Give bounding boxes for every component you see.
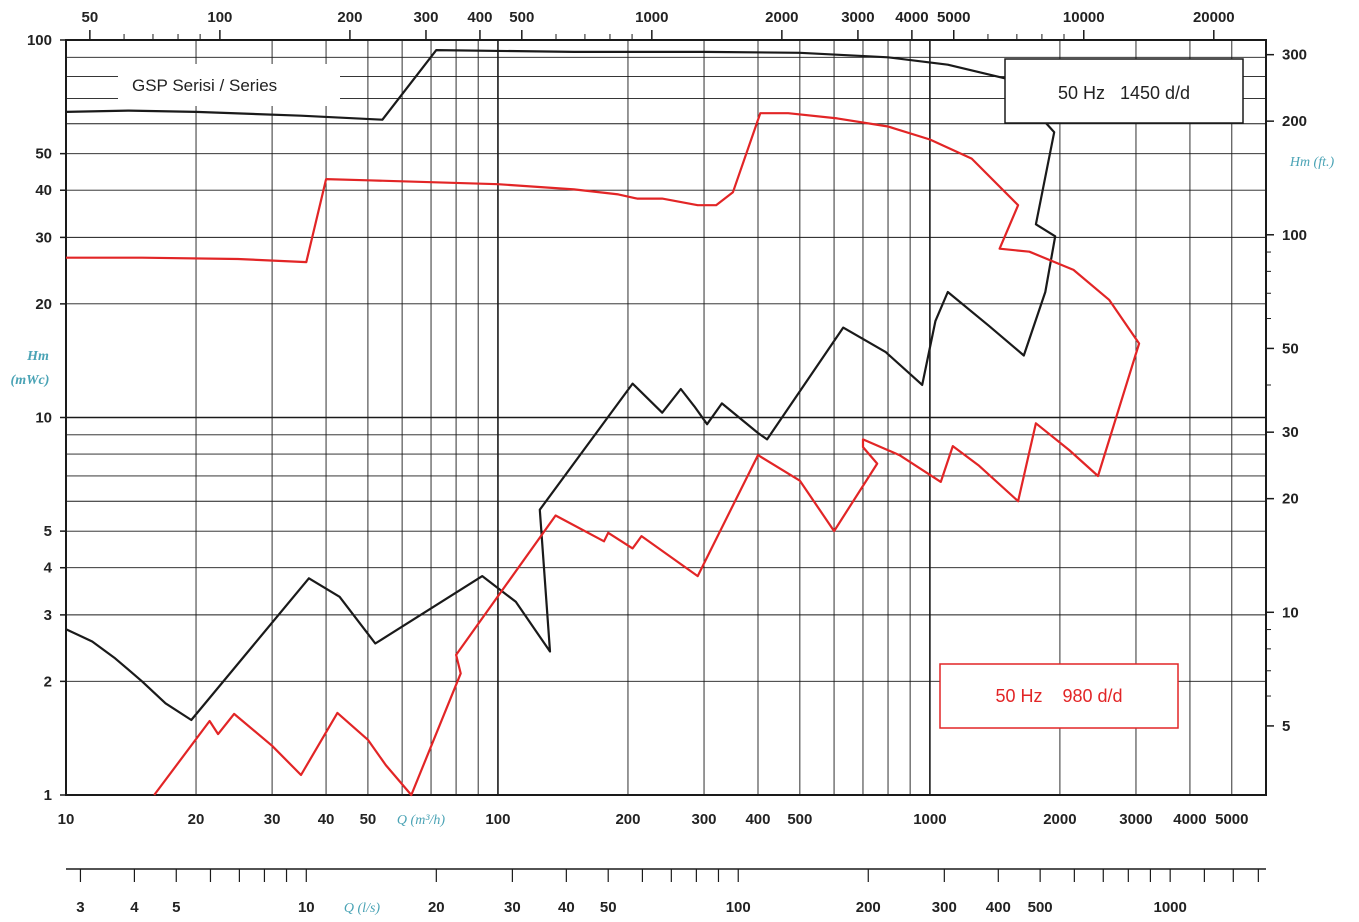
x-tick-label: 50 xyxy=(360,811,377,828)
top-tick-label: 20000 xyxy=(1193,9,1235,26)
top-tick-label: 10000 xyxy=(1063,9,1105,26)
x-axis-label-unit: (m³/h) xyxy=(411,813,446,828)
top-tick-label: 5000 xyxy=(937,9,970,26)
ls-tick-label: 500 xyxy=(1028,899,1053,916)
x-tick-label: 200 xyxy=(615,811,640,828)
x-tick-label: 500 xyxy=(787,811,812,828)
x-tick-label: 20 xyxy=(188,811,205,828)
top-tick-label: 400 xyxy=(467,9,492,26)
x-axis-label-q: Q xyxy=(397,813,407,828)
x-tick-label: 10 xyxy=(58,811,75,828)
legend-label-980: 50 Hz 980 d/d xyxy=(995,686,1122,706)
tick-labels: 1 2 3 4 5 10 20 30 40 50 100 10 20 30 40 50 100 200 300 400… xyxy=(27,9,1307,828)
ls-tick-label: 100 xyxy=(726,899,751,916)
y-tick-label: 100 xyxy=(27,32,52,49)
x-tick-label: 30 xyxy=(264,811,281,828)
x-tick-label: 2000 xyxy=(1043,811,1076,828)
x-axis-label-m3h: Q (m³/h) xyxy=(397,813,445,828)
x-tick-label: 100 xyxy=(485,811,510,828)
ls-tick-label: 20 xyxy=(428,899,445,916)
y-tick-label: 3 xyxy=(44,607,52,624)
x-tick-label: 40 xyxy=(318,811,335,828)
x-tick-label: 5000 xyxy=(1215,811,1248,828)
legend-box-980 xyxy=(939,663,1179,729)
right-tick-label: 300 xyxy=(1282,47,1307,64)
x-tick-label: 400 xyxy=(745,811,770,828)
y-tick-label: 2 xyxy=(44,673,52,690)
curves xyxy=(65,49,1141,797)
right-tick-label: 10 xyxy=(1282,604,1299,621)
legend-box-1450 xyxy=(1004,58,1244,124)
y-tick-label: 5 xyxy=(44,523,52,540)
ls-tick-label: 5 xyxy=(172,899,180,916)
top-tick-label: 4000 xyxy=(895,9,928,26)
right-tick-label: 20 xyxy=(1282,491,1299,508)
x-tick-label: 300 xyxy=(692,811,717,828)
y-tick-label: 30 xyxy=(35,229,52,246)
x-tick-label: 4000 xyxy=(1173,811,1206,828)
y-axis-right-label: Hm (ft.) xyxy=(1289,155,1335,170)
y-tick-label: 10 xyxy=(35,410,52,427)
y-tick-label: 1 xyxy=(44,787,52,804)
top-tick-label: 200 xyxy=(337,9,362,26)
top-tick-label: 300 xyxy=(413,9,438,26)
top-tick-label: 1000 xyxy=(635,9,668,26)
top-tick-label: 500 xyxy=(509,9,534,26)
x-tick-label: 3000 xyxy=(1119,811,1152,828)
ls-tick-label: 30 xyxy=(504,899,521,916)
right-tick-label: 5 xyxy=(1282,718,1290,735)
ls-tick-label: 200 xyxy=(856,899,881,916)
ls-tick-label: 300 xyxy=(932,899,957,916)
y-tick-label: 40 xyxy=(35,182,52,199)
top-tick-label: 100 xyxy=(207,9,232,26)
x-axis-label-ls: Q (l/s) xyxy=(344,901,381,916)
y-axis-label-line1: Hm xyxy=(26,349,49,364)
y-tick-label: 50 xyxy=(35,146,52,163)
ls-tick-label: 3 xyxy=(76,899,84,916)
ls-axis: 3 4 5 10 20 30 40 50 100 200 300 400 500 1000 xyxy=(66,868,1266,916)
right-tick-label: 200 xyxy=(1282,113,1307,130)
ls-tick-label: 50 xyxy=(600,899,617,916)
ls-tick-label: 10 xyxy=(298,899,315,916)
series-curve-980 xyxy=(66,112,1141,797)
top-tick-label: 50 xyxy=(82,9,99,26)
legend-label-1450: 50 Hz 1450 d/d xyxy=(1058,83,1190,103)
x-tick-label: 1000 xyxy=(913,811,946,828)
right-tick-label: 30 xyxy=(1282,424,1299,441)
ls-tick-label: 40 xyxy=(558,899,575,916)
ls-tick-label: 1000 xyxy=(1153,899,1186,916)
right-tick-label: 100 xyxy=(1282,227,1307,244)
y-tick-label: 20 xyxy=(35,296,52,313)
chart-title: GSP Serisi / Series xyxy=(132,76,277,95)
y-tick-label: 4 xyxy=(44,560,53,577)
y-axis-label-line2: (mWc) xyxy=(11,373,50,388)
ls-tick-label: 4 xyxy=(130,899,139,916)
top-tick-label: 2000 xyxy=(765,9,798,26)
series-curve-1450 xyxy=(65,49,1057,722)
ls-tick-label: 400 xyxy=(986,899,1011,916)
top-tick-label: 3000 xyxy=(841,9,874,26)
right-tick-label: 50 xyxy=(1282,340,1299,357)
title-box xyxy=(118,64,340,106)
